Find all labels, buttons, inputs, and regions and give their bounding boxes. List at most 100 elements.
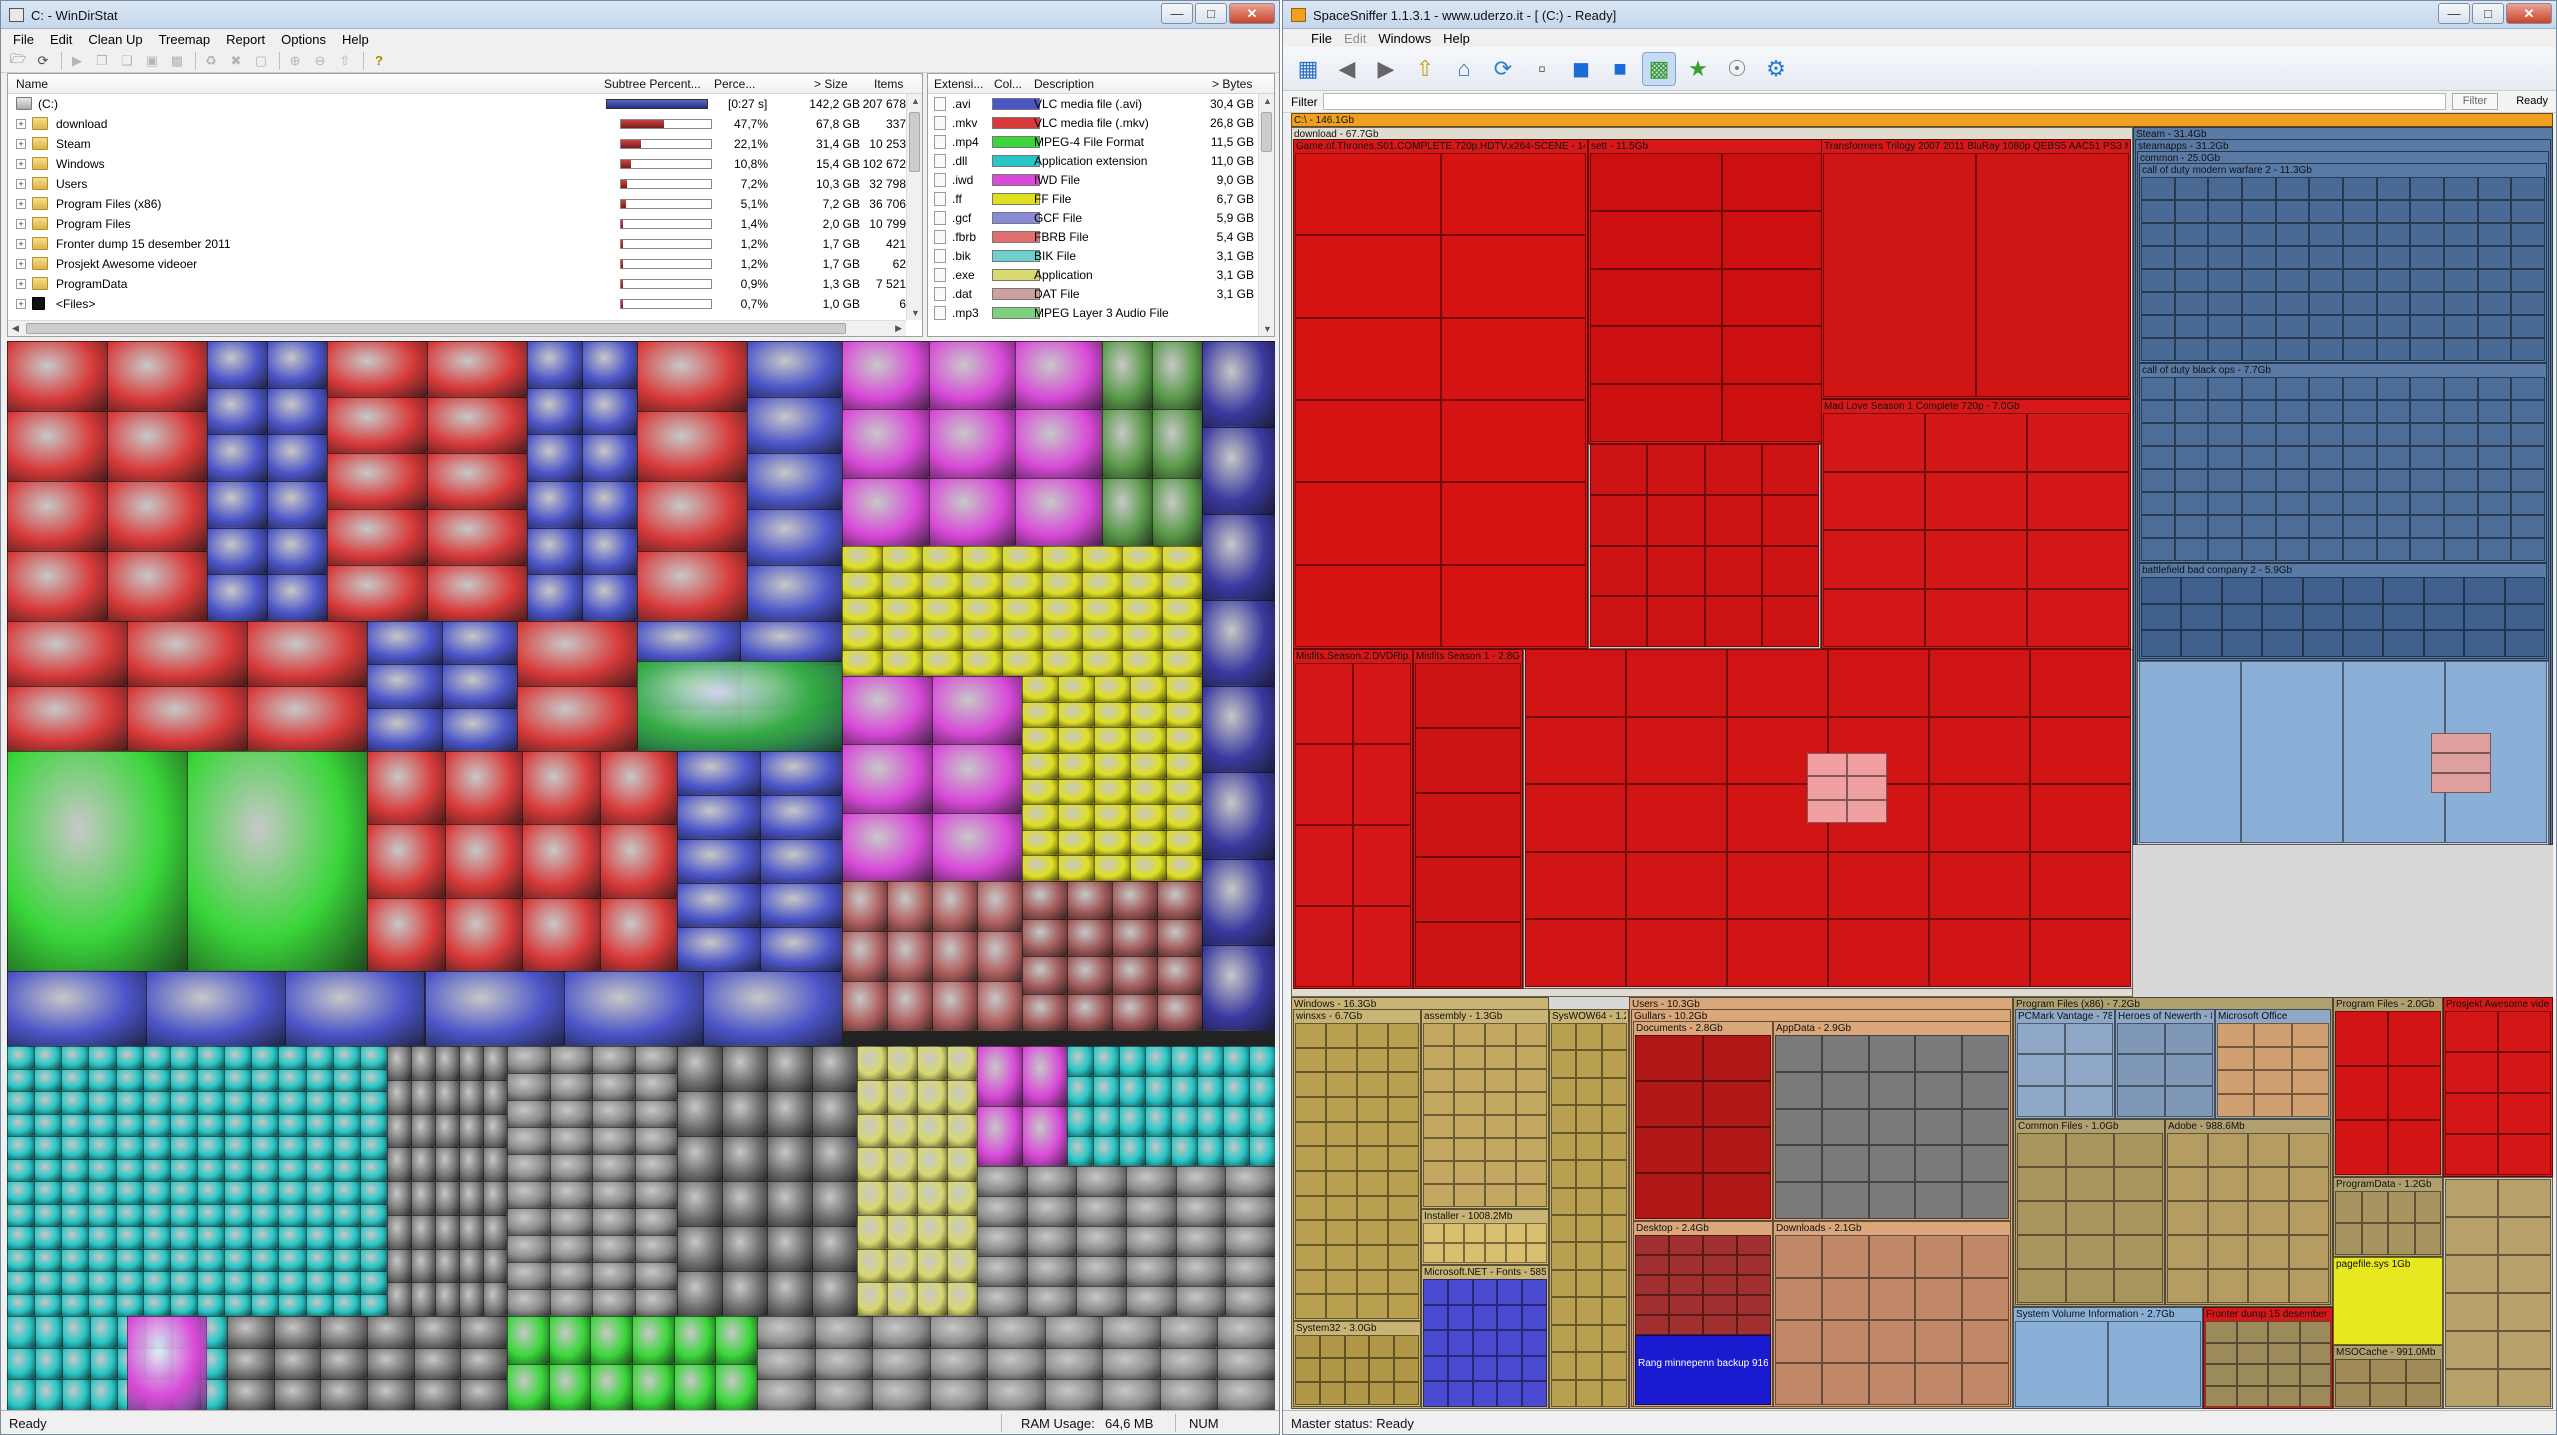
system-file-block[interactable] xyxy=(1326,1072,1357,1097)
app-file-block[interactable] xyxy=(2498,1217,2551,1255)
treemap-dll-cell[interactable] xyxy=(251,1248,279,1271)
game-file-block[interactable] xyxy=(2511,515,2545,538)
system-file-block[interactable] xyxy=(1472,1381,1498,1407)
treemap-file-cell[interactable] xyxy=(267,434,327,481)
game-file-block[interactable] xyxy=(2141,377,2175,400)
game-file-block[interactable] xyxy=(2141,246,2175,269)
game-file-block[interactable] xyxy=(2343,577,2384,604)
app-file-block[interactable] xyxy=(2205,1364,2237,1386)
game-file-block[interactable] xyxy=(2174,338,2209,361)
desktop-file-block[interactable] xyxy=(1635,1235,1669,1255)
treemap-file-cell[interactable] xyxy=(459,1214,483,1249)
treemap-file-cell[interactable] xyxy=(549,1289,592,1316)
treemap-file-cell[interactable] xyxy=(634,1289,677,1316)
treemap-file-cell[interactable] xyxy=(1026,1256,1077,1286)
desktop-file-block[interactable] xyxy=(1669,1295,1703,1315)
system-file-block[interactable] xyxy=(1601,1077,1627,1106)
game-file-block[interactable] xyxy=(2242,423,2276,446)
treemap-file-cell[interactable] xyxy=(273,1379,321,1411)
treemap-file-cell[interactable] xyxy=(187,751,367,971)
appdata-file-block[interactable] xyxy=(1821,1035,1869,1072)
video-file-block[interactable] xyxy=(2498,1052,2551,1093)
treemap-file-cell[interactable] xyxy=(1044,1347,1103,1380)
treemap-file-cell[interactable] xyxy=(759,883,842,927)
game-file-block[interactable] xyxy=(2343,292,2377,315)
video-file-block[interactable] xyxy=(1415,792,1521,858)
game-file-block[interactable] xyxy=(2410,377,2444,400)
treemap-dll-cell[interactable] xyxy=(197,1293,225,1316)
app-file-block[interactable] xyxy=(2288,1167,2329,1201)
app-file-block[interactable] xyxy=(2017,1235,2066,1269)
treemap-file-cell[interactable] xyxy=(842,931,887,981)
app-file-block[interactable] xyxy=(2207,1201,2248,1235)
treemap-file-cell[interactable] xyxy=(887,1079,917,1114)
system-file-block[interactable] xyxy=(1485,1243,1506,1263)
system-file-block[interactable] xyxy=(1423,1115,1454,1138)
treemap-file-cell[interactable] xyxy=(814,1347,873,1380)
treemap-dll-cell[interactable] xyxy=(88,1046,116,1069)
treemap-file-cell[interactable] xyxy=(1130,701,1166,728)
treemap-file-cell[interactable] xyxy=(1166,778,1202,805)
system-file-block[interactable] xyxy=(1576,1215,1602,1243)
treemap-file-cell[interactable] xyxy=(527,387,582,435)
desktop-file-block[interactable] xyxy=(1737,1295,1771,1315)
treemap-dll-cell[interactable] xyxy=(61,1226,89,1249)
treemap-file-cell[interactable] xyxy=(549,1154,592,1181)
system-file-block[interactable] xyxy=(1423,1243,1444,1263)
treemap-file-cell[interactable] xyxy=(1076,1166,1126,1196)
game-file-block[interactable] xyxy=(2343,177,2377,200)
treemap-dll-cell[interactable] xyxy=(224,1203,252,1226)
treemap-file-cell[interactable] xyxy=(1162,598,1202,624)
video-file-block[interactable] xyxy=(2445,1093,2498,1134)
treemap-file-cell[interactable] xyxy=(582,341,637,388)
treemap-file-cell[interactable] xyxy=(1162,546,1202,572)
app-file-block[interactable] xyxy=(2414,1191,2441,1223)
game-file-block[interactable] xyxy=(2309,292,2343,315)
treemap-dll-cell[interactable] xyxy=(142,1226,170,1249)
treemap-file-cell[interactable] xyxy=(207,481,267,528)
app-file-block[interactable] xyxy=(2335,1383,2371,1407)
treemap-dll-cell[interactable] xyxy=(1197,1136,1223,1166)
treemap-dll-cell[interactable] xyxy=(278,1203,306,1226)
treemap-file-cell[interactable] xyxy=(634,1127,677,1154)
treemap-dll-cell[interactable] xyxy=(169,1091,197,1114)
system-file-block[interactable] xyxy=(1295,1195,1326,1221)
treemap-file-cell[interactable] xyxy=(842,650,882,676)
video-file-block[interactable] xyxy=(1647,545,1705,597)
video-file-block[interactable] xyxy=(2030,649,2131,717)
video-file-block[interactable] xyxy=(1590,153,1722,211)
app-file-block[interactable] xyxy=(2167,1235,2208,1269)
game-file-block[interactable] xyxy=(2343,246,2377,269)
treemap-file-cell[interactable] xyxy=(747,509,842,565)
download-file-block[interactable] xyxy=(1868,1235,1916,1278)
treemap-file-cell[interactable] xyxy=(273,1316,321,1348)
treemap-dll-cell[interactable] xyxy=(89,1379,117,1411)
system-file-block[interactable] xyxy=(1576,1269,1602,1298)
treemap-file-cell[interactable] xyxy=(522,751,600,825)
app-file-block[interactable] xyxy=(2217,1093,2255,1117)
audio-file-block[interactable] xyxy=(1847,799,1887,823)
treemap-file-cell[interactable] xyxy=(1225,1226,1275,1256)
explorer-icon[interactable]: ▣ xyxy=(145,52,159,68)
treemap-file-cell[interactable] xyxy=(812,1271,857,1316)
appdata-file-block[interactable] xyxy=(1915,1182,1963,1219)
treemap-file-cell[interactable] xyxy=(1094,804,1130,830)
video-file-block[interactable] xyxy=(2498,1011,2551,1052)
game-file-block[interactable] xyxy=(2141,338,2175,361)
app-file-block[interactable] xyxy=(2017,1133,2066,1167)
treemap-dll-cell[interactable] xyxy=(169,1271,197,1294)
gcf-file-block[interactable] xyxy=(2431,773,2491,793)
treemap-file-cell[interactable] xyxy=(887,1113,917,1148)
treemap-file-cell[interactable] xyxy=(677,1271,722,1316)
video-file-block[interactable] xyxy=(1590,596,1648,647)
app-file-block[interactable] xyxy=(2065,1085,2113,1117)
game-file-block[interactable] xyxy=(2309,446,2343,469)
app-file-block[interactable] xyxy=(2335,1223,2362,1255)
treemap-file-cell[interactable] xyxy=(1094,676,1130,702)
game-file-block[interactable] xyxy=(2410,400,2444,423)
treemap-file-cell[interactable] xyxy=(1067,993,1112,1031)
file-rang-minnepenn[interactable]: Rang minnepenn backup 916.4Mb xyxy=(1635,1335,1771,1405)
treemap-file-cell[interactable] xyxy=(722,1046,767,1091)
ext-vertical-scrollbar[interactable]: ▲ ▼ xyxy=(1258,94,1274,336)
treemap-file-cell[interactable] xyxy=(637,481,747,551)
